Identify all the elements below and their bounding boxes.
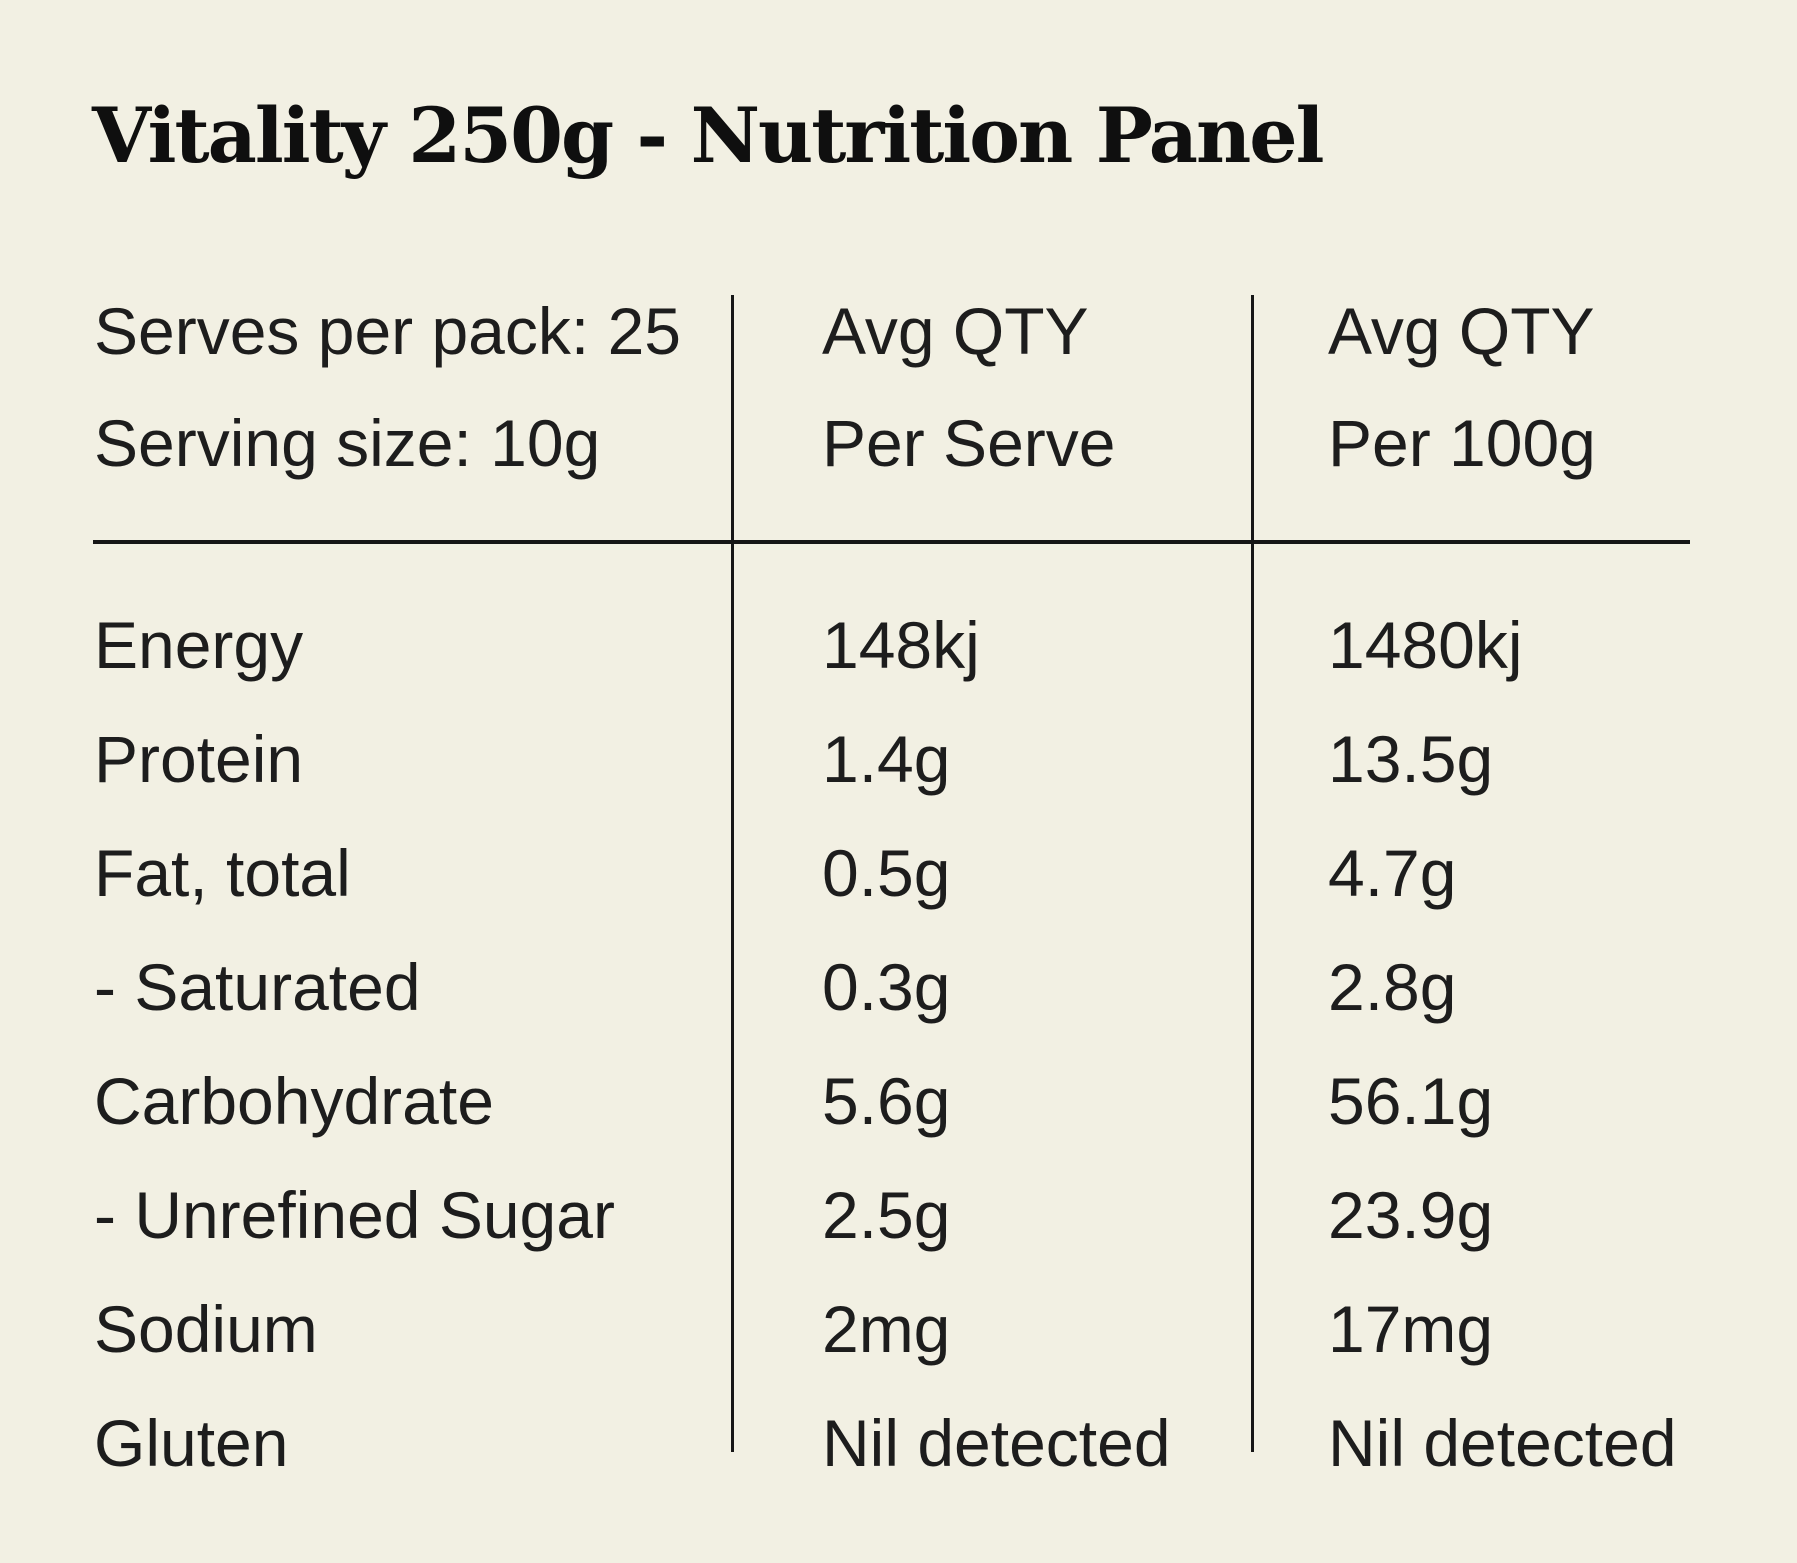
value-per-100g: 1480kj bbox=[1328, 608, 1523, 682]
nutrient-label: - Saturated bbox=[94, 950, 421, 1024]
value-per-serve: 5.6g bbox=[822, 1064, 951, 1138]
value-per-serve: 2.5g bbox=[822, 1178, 951, 1252]
header-separator-line bbox=[93, 540, 1690, 544]
per-serve-header-line1: Avg QTY bbox=[822, 294, 1089, 368]
nutrient-label: Sodium bbox=[94, 1292, 318, 1366]
column-divider-2 bbox=[1251, 295, 1254, 1452]
per-100g-value-column: 1480kj 13.5g 4.7g 2.8g 56.1g 23.9g 17mg … bbox=[1328, 588, 1677, 1500]
value-per-100g: 56.1g bbox=[1328, 1064, 1494, 1138]
value-per-100g: 4.7g bbox=[1328, 836, 1457, 910]
value-per-100g: 23.9g bbox=[1328, 1178, 1494, 1252]
nutrient-label: Gluten bbox=[94, 1406, 289, 1480]
nutrient-label: Energy bbox=[94, 608, 304, 682]
nutrient-label: Protein bbox=[94, 722, 304, 796]
serving-size-text: Serving size: 10g bbox=[94, 406, 601, 480]
per-serve-header-line2: Per Serve bbox=[822, 406, 1116, 480]
value-per-serve: 1.4g bbox=[822, 722, 951, 796]
value-per-serve: 0.5g bbox=[822, 836, 951, 910]
value-per-serve: 148kj bbox=[822, 608, 980, 682]
per-100g-column-header: Avg QTY Per 100g bbox=[1328, 275, 1596, 499]
nutrient-label-column: Energy Protein Fat, total - Saturated Ca… bbox=[94, 588, 615, 1500]
per-100g-header-line2: Per 100g bbox=[1328, 406, 1596, 480]
nutrient-label: - Unrefined Sugar bbox=[94, 1178, 615, 1252]
per-serve-value-column: 148kj 1.4g 0.5g 0.3g 5.6g 2.5g 2mg Nil d… bbox=[822, 588, 1171, 1500]
nutrient-label: Fat, total bbox=[94, 836, 351, 910]
per-serve-column-header: Avg QTY Per Serve bbox=[822, 275, 1115, 499]
value-per-serve: 0.3g bbox=[822, 950, 951, 1024]
per-100g-header-line1: Avg QTY bbox=[1328, 294, 1595, 368]
column-divider-1 bbox=[731, 295, 734, 1452]
value-per-100g: Nil detected bbox=[1328, 1406, 1677, 1480]
value-per-100g: 13.5g bbox=[1328, 722, 1494, 796]
value-per-serve: Nil detected bbox=[822, 1406, 1171, 1480]
serves-per-pack-text: Serves per pack: 25 bbox=[94, 294, 681, 368]
page-title: Vitality 250g - Nutrition Panel bbox=[92, 91, 1325, 180]
value-per-100g: 17mg bbox=[1328, 1292, 1494, 1366]
value-per-100g: 2.8g bbox=[1328, 950, 1457, 1024]
pack-info-header: Serves per pack: 25 Serving size: 10g bbox=[94, 275, 681, 499]
nutrient-label: Carbohydrate bbox=[94, 1064, 494, 1138]
value-per-serve: 2mg bbox=[822, 1292, 951, 1366]
